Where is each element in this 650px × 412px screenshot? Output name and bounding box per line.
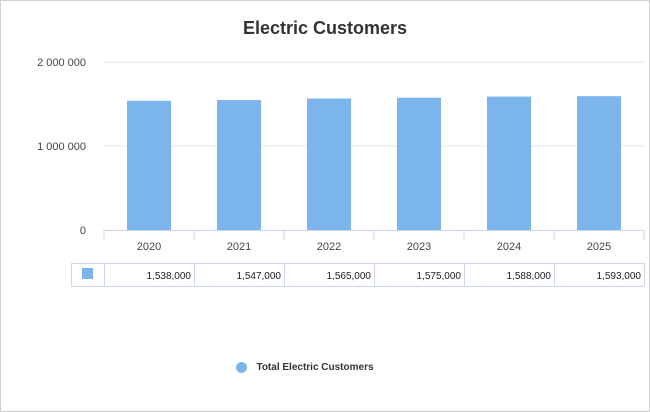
- bar[interactable]: [127, 100, 171, 230]
- x-tick-label: 2020: [137, 241, 161, 253]
- x-tick-label: 2024: [497, 241, 521, 253]
- bar[interactable]: [577, 96, 621, 230]
- x-tick-label: 2022: [317, 241, 341, 253]
- legend[interactable]: Total Electric Customers: [0, 362, 650, 373]
- y-tick-label: 0: [80, 225, 86, 237]
- legend-label: Total Electric Customers: [256, 362, 374, 373]
- y-tick-label: 2 000 000: [37, 57, 86, 69]
- x-tick-label: 2025: [587, 241, 611, 253]
- bar[interactable]: [487, 96, 531, 230]
- bar[interactable]: [217, 100, 261, 230]
- bar[interactable]: [307, 98, 351, 230]
- x-tick-label: 2023: [407, 241, 431, 253]
- legend-marker-icon: [236, 362, 248, 373]
- table-cell: 1,575,000: [417, 271, 462, 282]
- bars: [127, 96, 621, 230]
- x-tick-label: 2021: [227, 241, 251, 253]
- table-cell: 1,588,000: [507, 271, 552, 282]
- table-cell: 1,593,000: [597, 271, 642, 282]
- table-cell: 1,547,000: [237, 271, 282, 282]
- table-cell: 1,565,000: [327, 271, 372, 282]
- chart-title: Electric Customers: [242, 18, 408, 38]
- table-cell: 1,538,000: [147, 271, 192, 282]
- data-table: 1,538,000 1,547,000 1,565,000 1,575,000 1,58…: [71, 263, 645, 287]
- table-series-key-icon: [82, 268, 93, 279]
- y-tick-label: 1 000 000: [37, 141, 86, 153]
- gridlines: [104, 61, 644, 147]
- bar[interactable]: [397, 97, 441, 230]
- axes: 0 1 000 000 2 000 000 2020 2021 2022 2023 2024 2…: [37, 57, 645, 253]
